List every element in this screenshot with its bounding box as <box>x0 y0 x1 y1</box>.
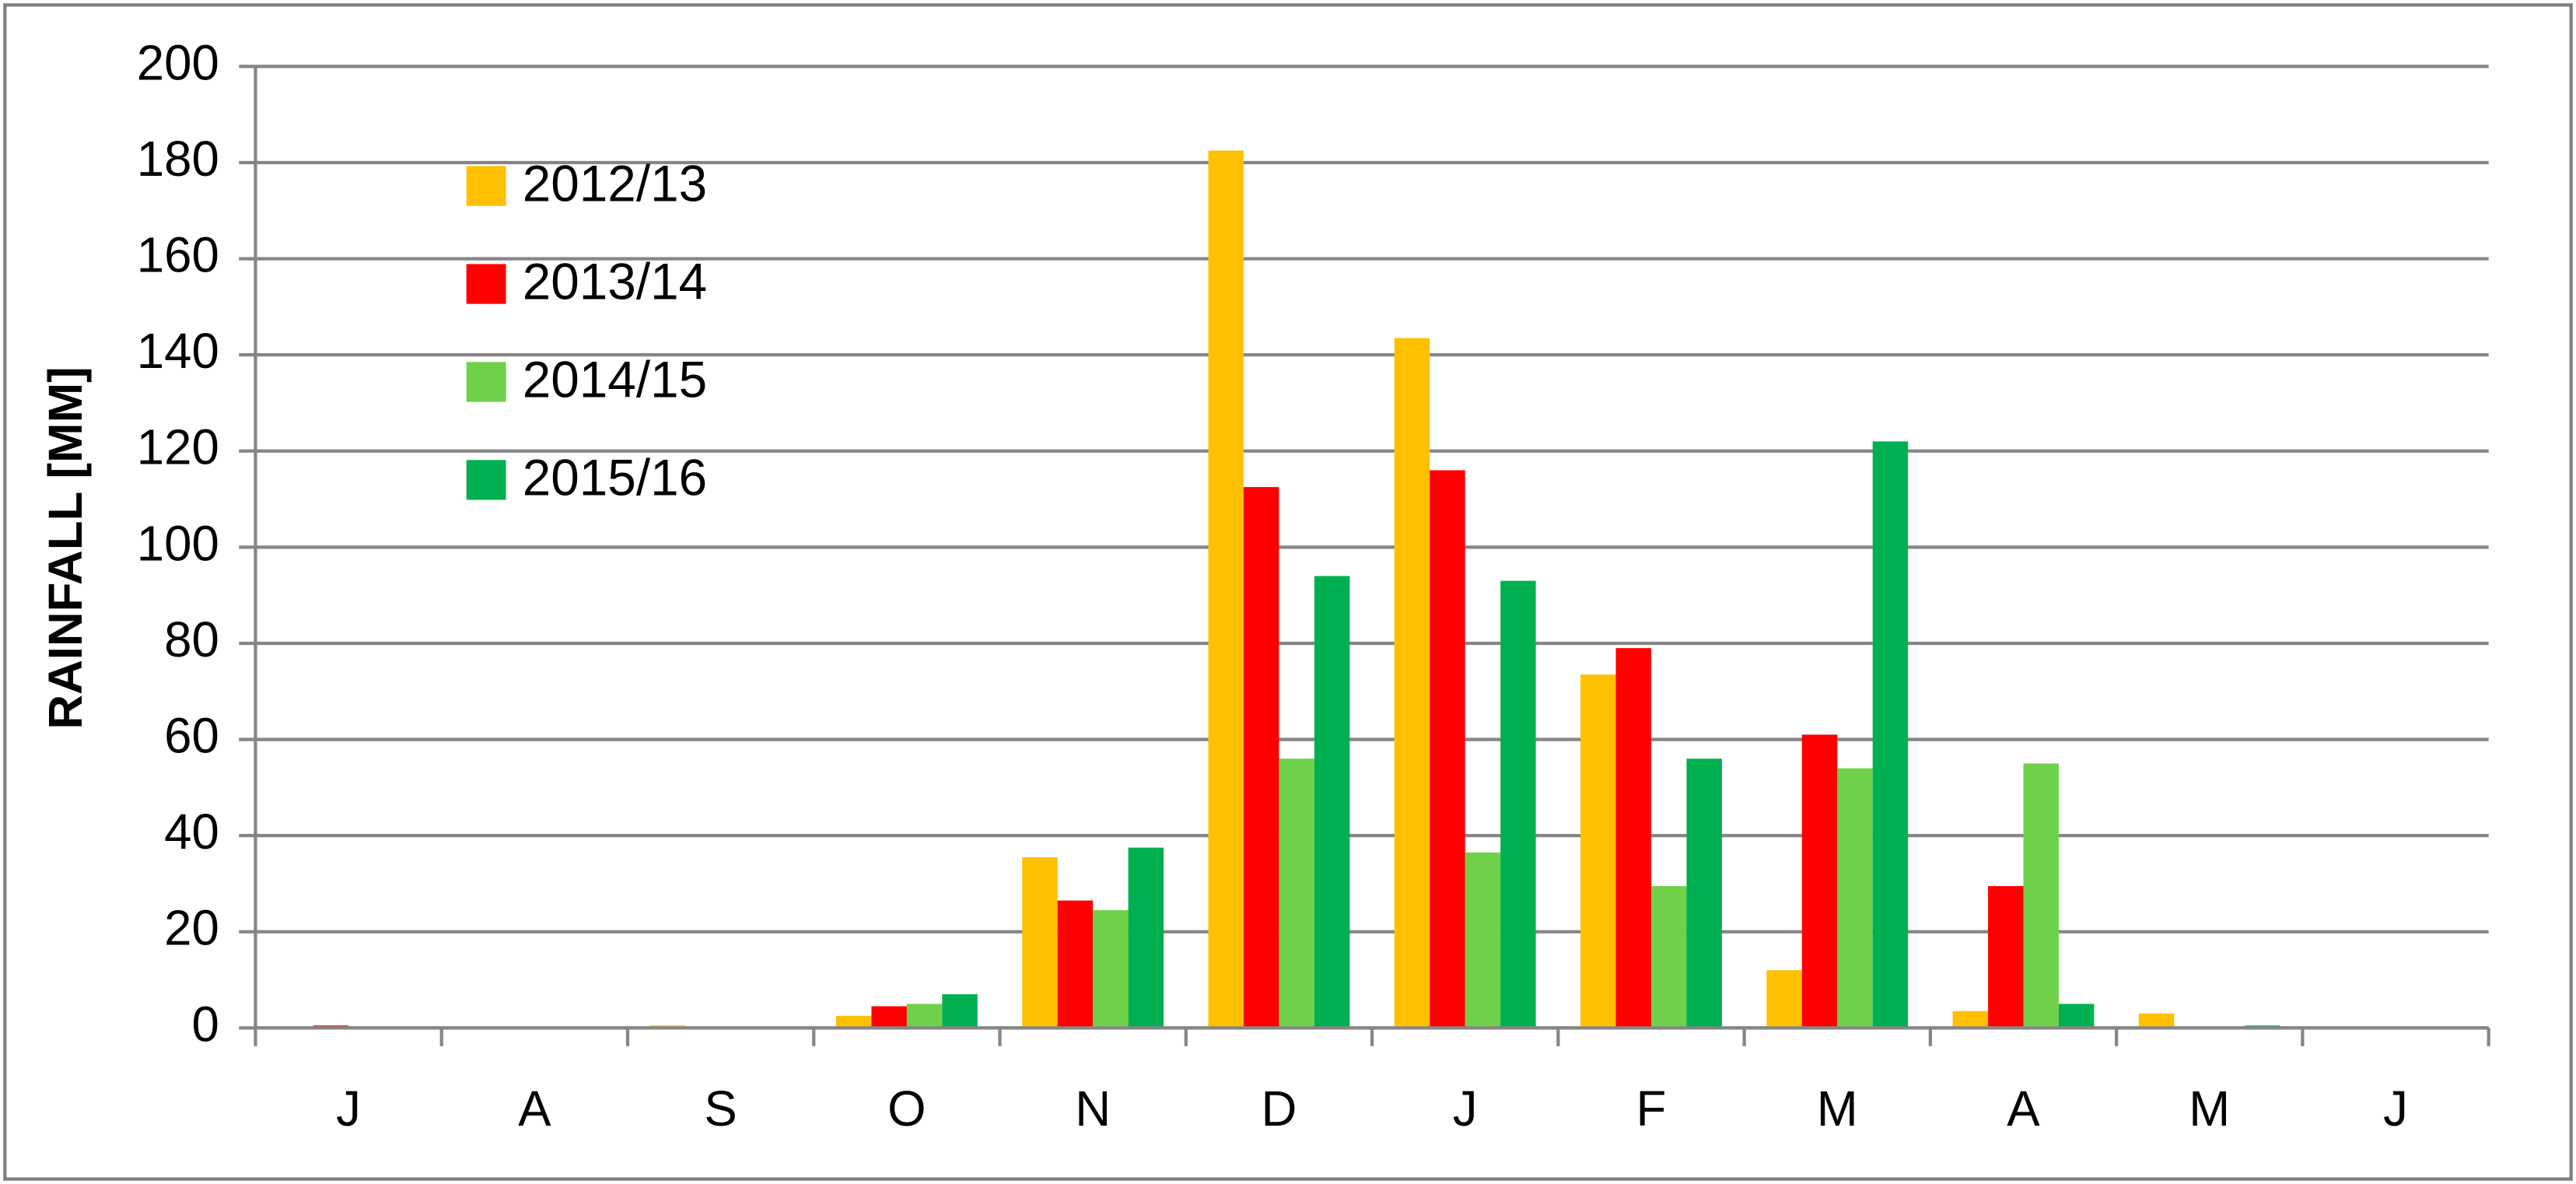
y-tick-label: 40 <box>164 804 219 860</box>
y-tick-label: 0 <box>191 996 219 1052</box>
x-tick-label: A <box>2007 1081 2040 1137</box>
y-tick-label: 160 <box>137 226 219 282</box>
x-tick-label: F <box>1636 1081 1667 1137</box>
bar <box>1615 648 1651 1028</box>
legend-swatch <box>466 362 506 402</box>
bar <box>1057 900 1094 1028</box>
x-tick-label: N <box>1075 1081 1111 1137</box>
bar <box>871 1006 907 1028</box>
bar <box>1837 768 1873 1028</box>
bar <box>906 1004 943 1028</box>
bar <box>1314 576 1350 1028</box>
bar <box>2058 1004 2095 1028</box>
bar <box>1766 970 1802 1028</box>
x-tick-label: J <box>2383 1081 2408 1137</box>
legend-swatch <box>466 460 506 500</box>
x-tick-label: J <box>336 1081 361 1137</box>
legend-swatch <box>466 166 506 206</box>
legend-label: 2013/14 <box>523 252 707 310</box>
bar <box>1208 150 1244 1028</box>
legend-label: 2012/13 <box>523 154 707 212</box>
bar <box>1580 674 1616 1028</box>
bar <box>1430 470 1465 1028</box>
bar <box>835 1015 872 1028</box>
y-tick-label: 20 <box>164 899 219 955</box>
y-tick-label: 80 <box>164 611 219 667</box>
x-tick-label: M <box>2189 1081 2230 1137</box>
x-tick-label: M <box>1817 1081 1858 1137</box>
x-tick-label: S <box>704 1081 737 1137</box>
bar <box>1500 580 1536 1028</box>
legend-label: 2014/15 <box>523 350 707 408</box>
bar <box>1093 909 1129 1028</box>
y-tick-label: 100 <box>137 515 219 571</box>
x-tick-label: O <box>887 1081 926 1137</box>
bar <box>942 994 978 1028</box>
y-tick-label: 140 <box>137 323 219 379</box>
y-tick-label: 60 <box>164 707 219 763</box>
bar <box>1465 852 1501 1028</box>
y-tick-label: 200 <box>137 34 219 90</box>
bar <box>1128 847 1164 1028</box>
y-tick-label: 120 <box>137 419 219 475</box>
bar <box>2023 763 2059 1028</box>
bar <box>1872 441 1909 1028</box>
bar <box>1801 734 1838 1028</box>
x-tick-label: J <box>1453 1081 1478 1137</box>
bar <box>1952 1011 1989 1028</box>
bar <box>1279 758 1314 1028</box>
bar <box>2138 1013 2175 1028</box>
legend-label: 2015/16 <box>523 448 707 506</box>
legend-swatch <box>466 264 506 304</box>
bar <box>1394 338 1430 1028</box>
bar <box>1022 856 1058 1028</box>
bar <box>1988 886 2024 1028</box>
bar <box>1650 886 1687 1028</box>
bar <box>1686 758 1722 1028</box>
bar <box>1243 487 1279 1028</box>
y-axis-title: RAINFALL [MM] <box>39 366 93 729</box>
y-tick-label: 180 <box>137 131 219 187</box>
x-tick-label: D <box>1261 1081 1297 1137</box>
x-tick-label: A <box>518 1081 551 1137</box>
